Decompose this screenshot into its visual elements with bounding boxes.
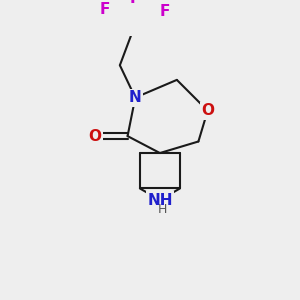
Text: F: F (160, 4, 170, 19)
Text: O: O (89, 129, 102, 144)
Text: NH: NH (147, 193, 173, 208)
Text: F: F (100, 2, 110, 17)
Text: F: F (129, 0, 140, 6)
Text: H: H (158, 203, 167, 216)
Text: O: O (201, 103, 214, 118)
Text: N: N (129, 90, 142, 105)
